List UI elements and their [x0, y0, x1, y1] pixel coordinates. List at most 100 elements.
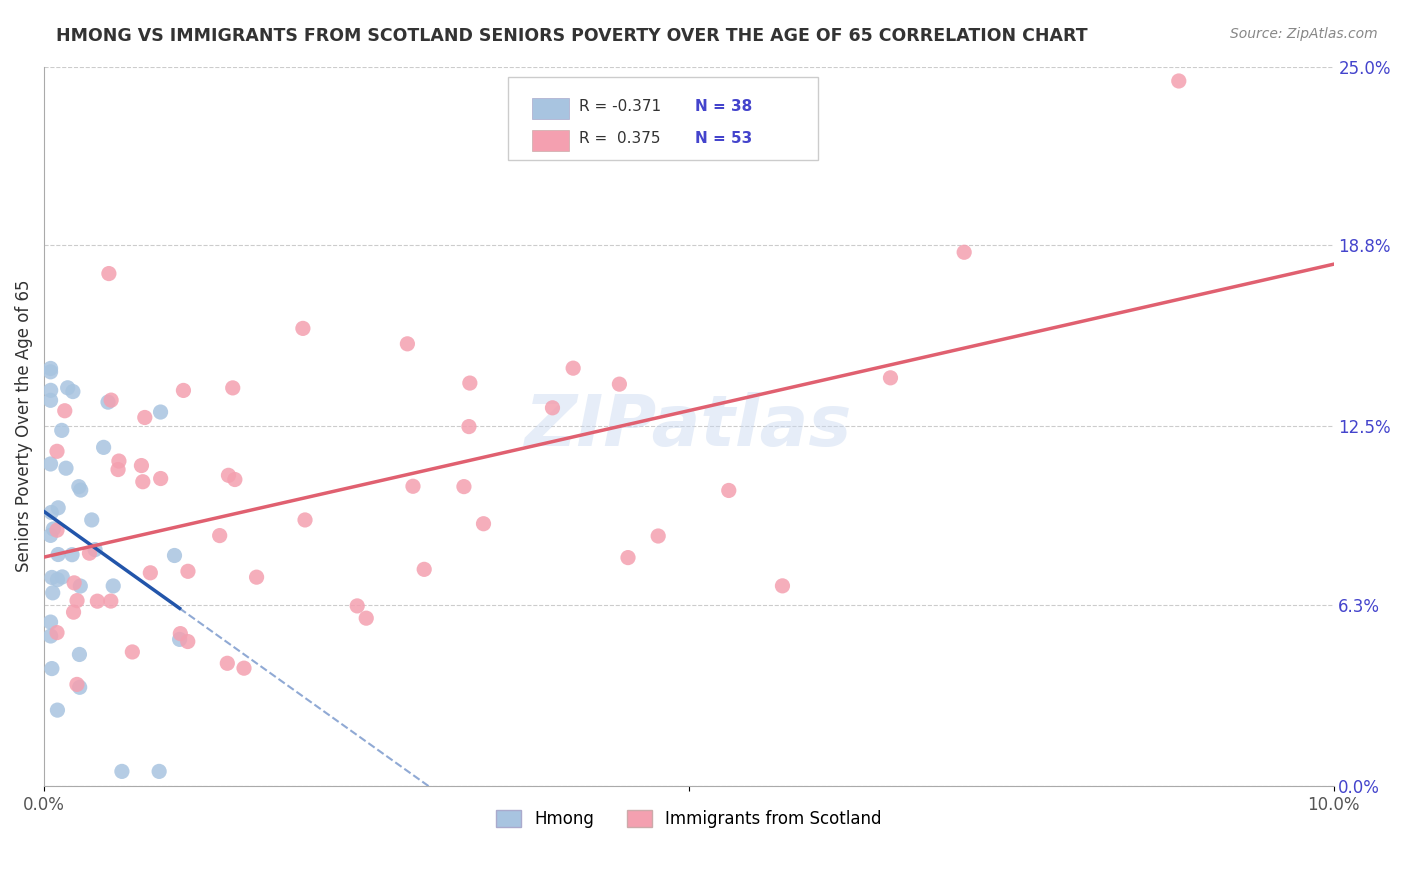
Text: R = -0.371: R = -0.371	[579, 99, 661, 114]
Point	[39, 528, 62, 542]
Point	[41, 570, 63, 584]
Point	[139, 566, 162, 580]
Point	[39, 615, 62, 629]
Point	[39, 365, 62, 379]
Point	[291, 321, 314, 335]
Point	[93, 441, 115, 455]
Point	[541, 401, 564, 415]
Point	[453, 480, 475, 494]
FancyBboxPatch shape	[531, 130, 569, 151]
Point	[458, 419, 481, 434]
Text: N = 53: N = 53	[695, 131, 752, 146]
Point	[46, 500, 69, 515]
Point	[132, 475, 155, 489]
Point	[60, 548, 83, 562]
Point	[346, 599, 368, 613]
Point	[86, 594, 108, 608]
Point	[217, 657, 239, 671]
Point	[62, 605, 84, 619]
Point	[84, 542, 107, 557]
Point	[354, 611, 377, 625]
Point	[413, 562, 436, 576]
Point	[42, 586, 65, 600]
Point	[1167, 74, 1189, 88]
Point	[108, 454, 131, 468]
Point	[121, 645, 143, 659]
Text: HMONG VS IMMIGRANTS FROM SCOTLAND SENIORS POVERTY OVER THE AGE OF 65 CORRELATION: HMONG VS IMMIGRANTS FROM SCOTLAND SENIOR…	[56, 27, 1088, 45]
Point	[39, 384, 62, 398]
Point	[46, 703, 69, 717]
Point	[41, 662, 63, 676]
Point	[107, 462, 129, 476]
Point	[39, 457, 62, 471]
Point	[177, 564, 200, 578]
Point	[647, 529, 669, 543]
Point	[208, 528, 231, 542]
FancyBboxPatch shape	[509, 78, 818, 160]
Point	[103, 579, 125, 593]
Point	[172, 384, 194, 398]
Point	[55, 461, 77, 475]
Point	[41, 505, 63, 519]
Point	[169, 626, 191, 640]
Point	[131, 458, 153, 473]
Point	[67, 480, 90, 494]
Point	[163, 549, 186, 563]
Point	[458, 376, 481, 390]
Point	[97, 267, 120, 281]
Point	[224, 473, 246, 487]
Point	[66, 677, 89, 691]
Point	[402, 479, 425, 493]
Point	[39, 393, 62, 408]
Point	[609, 377, 631, 392]
Text: ZIPatlas: ZIPatlas	[524, 392, 852, 460]
Point	[294, 513, 316, 527]
Point	[177, 634, 200, 648]
Point	[46, 625, 69, 640]
Point	[100, 594, 122, 608]
Point	[472, 516, 495, 531]
Point	[396, 336, 419, 351]
Point	[149, 471, 172, 485]
Point	[53, 403, 76, 417]
Point	[56, 381, 79, 395]
Point	[69, 680, 91, 694]
Point	[953, 245, 976, 260]
Point	[69, 579, 91, 593]
Point	[39, 629, 62, 643]
Text: Source: ZipAtlas.com: Source: ZipAtlas.com	[1230, 27, 1378, 41]
Point	[63, 575, 86, 590]
Point	[245, 570, 267, 584]
Point	[62, 384, 84, 399]
Point	[772, 579, 794, 593]
Point	[562, 361, 585, 376]
Point	[46, 548, 69, 562]
Point	[222, 381, 245, 395]
FancyBboxPatch shape	[531, 98, 569, 119]
Point	[46, 573, 69, 587]
Point	[617, 550, 640, 565]
Point	[42, 522, 65, 536]
Point	[169, 632, 191, 647]
Point	[51, 570, 73, 584]
Point	[39, 361, 62, 376]
Legend: Hmong, Immigrants from Scotland: Hmong, Immigrants from Scotland	[489, 804, 889, 835]
Point	[233, 661, 256, 675]
Point	[149, 405, 172, 419]
Point	[67, 648, 90, 662]
Point	[134, 410, 156, 425]
Text: N = 38: N = 38	[695, 99, 752, 114]
Point	[66, 593, 89, 607]
Point	[97, 395, 120, 409]
Point	[148, 764, 170, 779]
Point	[217, 468, 239, 483]
Point	[51, 423, 73, 437]
Point	[69, 483, 91, 497]
Point	[879, 371, 901, 385]
Point	[111, 764, 134, 779]
Y-axis label: Seniors Poverty Over the Age of 65: Seniors Poverty Over the Age of 65	[15, 280, 32, 573]
Point	[717, 483, 740, 498]
Point	[100, 393, 122, 408]
Point	[46, 523, 69, 537]
Point	[80, 513, 103, 527]
